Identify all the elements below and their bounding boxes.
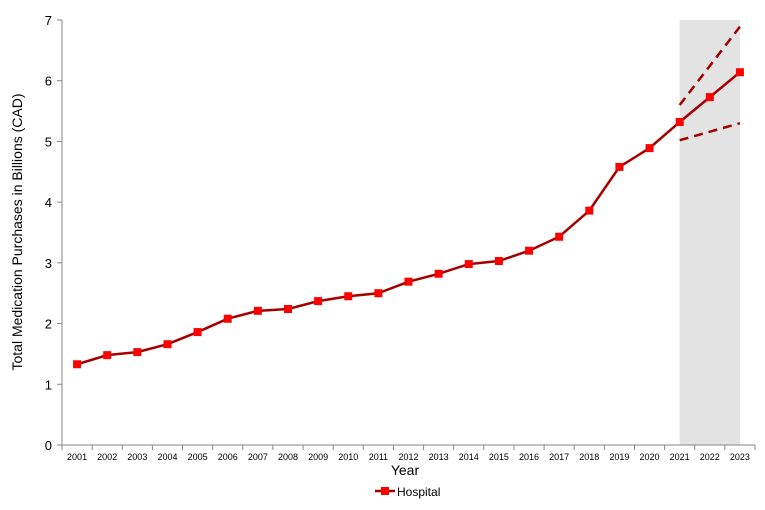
x-tick-label: 2002	[97, 452, 117, 462]
data-point-2005	[193, 328, 202, 337]
x-tick-label: 2001	[67, 452, 87, 462]
data-point-2015	[494, 257, 503, 266]
y-tick-label: 1	[45, 377, 52, 392]
data-point-2001	[73, 360, 82, 369]
data-point-2016	[525, 246, 534, 255]
legend-label: Hospital	[397, 485, 440, 499]
data-point-2004	[163, 340, 172, 349]
y-tick-label: 4	[45, 195, 52, 210]
data-point-2014	[464, 260, 473, 269]
data-point-2011	[374, 289, 383, 298]
data-point-2012	[404, 277, 413, 286]
x-tick-label: 2011	[369, 452, 388, 462]
x-tick-label: 2017	[549, 452, 569, 462]
data-point-2009	[314, 297, 323, 306]
x-tick-label: 2010	[338, 452, 358, 462]
x-tick-label: 2004	[157, 452, 177, 462]
data-point-2018	[585, 206, 594, 215]
x-tick-label: 2006	[218, 452, 238, 462]
series-line-hospital	[76, 71, 741, 366]
x-axis-label: Year	[391, 462, 420, 478]
data-point-2008	[283, 305, 292, 313]
x-tick-label: 2005	[188, 452, 208, 462]
forecast-shaded-region	[679, 20, 740, 445]
data-point-2019	[615, 162, 624, 171]
y-tick-label: 6	[45, 74, 52, 89]
x-tick-label: 2014	[459, 452, 479, 462]
x-tick-label: 2020	[640, 452, 660, 462]
data-point-2013	[434, 269, 443, 278]
x-tick-label: 2007	[248, 452, 268, 462]
x-tick-label: 2013	[429, 452, 449, 462]
y-tick-label: 3	[45, 256, 52, 271]
forecast-lower-bound-line	[679, 122, 741, 142]
data-point-2020	[645, 144, 654, 153]
x-tick-label: 2018	[579, 452, 599, 462]
data-point-2006	[223, 314, 232, 323]
x-tick-label: 2021	[670, 452, 690, 462]
x-tick-label: 2022	[700, 452, 720, 462]
y-axis-label: Total Medication Purchases in Billions (…	[9, 94, 25, 371]
data-point-2023	[735, 68, 744, 77]
x-tick-label: 2023	[730, 452, 750, 462]
y-tick-label: 2	[45, 317, 52, 332]
x-tick-label: 2003	[127, 452, 147, 462]
data-point-2017	[555, 232, 564, 241]
forecast-upper-bound-line	[678, 25, 741, 106]
data-point-2022	[705, 93, 714, 102]
data-point-2021	[675, 118, 684, 126]
x-tick-label: 2016	[519, 452, 539, 462]
legend-marker-icon	[381, 487, 389, 495]
x-tick-label: 2012	[398, 452, 418, 462]
data-point-2003	[133, 348, 142, 357]
data-point-2007	[253, 306, 262, 315]
y-tick-label: 0	[45, 438, 52, 453]
x-tick-label: 2019	[609, 452, 629, 462]
legend: Hospital	[375, 485, 440, 499]
data-point-2010	[344, 292, 353, 301]
x-tick-label: 2008	[278, 452, 298, 462]
y-tick-label: 5	[45, 134, 52, 149]
data-point-2002	[103, 351, 112, 360]
x-tick-label: 2009	[308, 452, 328, 462]
y-tick-label: 7	[45, 13, 52, 28]
x-tick-label: 2015	[489, 452, 509, 462]
